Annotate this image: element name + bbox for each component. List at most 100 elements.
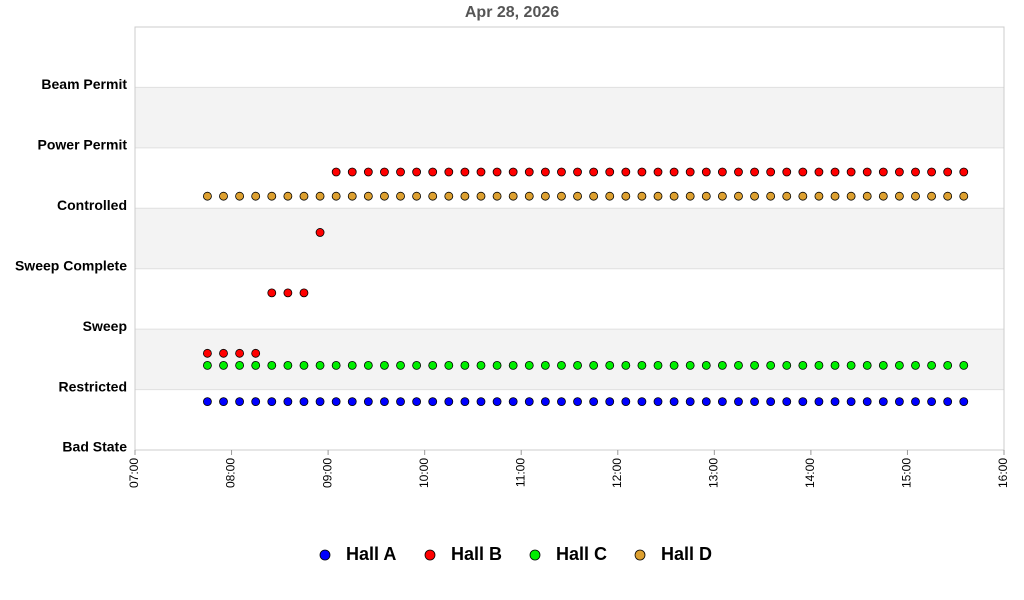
point bbox=[557, 167, 566, 177]
point bbox=[927, 191, 936, 201]
legend-marker bbox=[529, 549, 541, 561]
point bbox=[830, 360, 840, 370]
point bbox=[396, 191, 405, 201]
point bbox=[315, 360, 325, 370]
point bbox=[428, 397, 438, 407]
point bbox=[524, 397, 534, 407]
point bbox=[315, 228, 325, 237]
point bbox=[476, 360, 486, 370]
x-tick-label: 13:00 bbox=[707, 458, 721, 488]
point bbox=[653, 191, 663, 201]
point bbox=[283, 397, 293, 407]
point bbox=[557, 191, 566, 201]
point bbox=[460, 191, 470, 201]
point bbox=[524, 167, 534, 177]
point bbox=[524, 360, 534, 370]
point bbox=[476, 191, 486, 201]
point bbox=[814, 191, 824, 201]
point bbox=[669, 191, 679, 201]
point bbox=[315, 397, 325, 407]
point bbox=[878, 191, 888, 201]
point bbox=[750, 397, 759, 407]
point bbox=[219, 397, 228, 407]
point bbox=[878, 167, 888, 177]
point bbox=[380, 191, 389, 201]
point bbox=[685, 167, 695, 177]
point bbox=[267, 191, 277, 201]
point bbox=[347, 397, 357, 407]
point bbox=[943, 360, 953, 370]
point bbox=[653, 360, 663, 370]
point bbox=[911, 397, 920, 407]
point bbox=[911, 360, 920, 370]
point bbox=[476, 397, 486, 407]
point bbox=[734, 397, 743, 407]
point bbox=[203, 397, 212, 407]
point bbox=[943, 191, 953, 201]
grid-band bbox=[135, 208, 1004, 269]
point bbox=[380, 397, 389, 407]
point bbox=[428, 360, 438, 370]
point bbox=[235, 348, 245, 358]
point bbox=[750, 167, 759, 177]
point bbox=[798, 360, 808, 370]
point bbox=[943, 397, 953, 407]
point bbox=[798, 397, 808, 407]
legend-label: Hall D bbox=[661, 544, 712, 564]
point bbox=[782, 167, 792, 177]
x-tick-label: 12:00 bbox=[610, 458, 624, 488]
point bbox=[685, 397, 695, 407]
point bbox=[685, 191, 695, 201]
point bbox=[557, 360, 566, 370]
point bbox=[299, 191, 309, 201]
chart-title: Apr 28, 2026 bbox=[465, 4, 559, 21]
point bbox=[782, 397, 792, 407]
point bbox=[251, 348, 261, 358]
point bbox=[219, 348, 228, 358]
point bbox=[685, 360, 695, 370]
point bbox=[331, 191, 341, 201]
point bbox=[589, 360, 599, 370]
point bbox=[814, 167, 824, 177]
point bbox=[862, 397, 872, 407]
point bbox=[508, 167, 518, 177]
point bbox=[363, 360, 373, 370]
point bbox=[573, 360, 582, 370]
point bbox=[637, 191, 647, 201]
point bbox=[283, 191, 293, 201]
point bbox=[846, 360, 856, 370]
point bbox=[669, 360, 679, 370]
point bbox=[878, 397, 888, 407]
point bbox=[621, 397, 631, 407]
point bbox=[637, 397, 647, 407]
point bbox=[717, 397, 727, 407]
point bbox=[331, 397, 341, 407]
point bbox=[299, 288, 309, 298]
point bbox=[492, 397, 502, 407]
point bbox=[299, 397, 309, 407]
x-tick-label: 14:00 bbox=[803, 458, 817, 488]
point bbox=[412, 360, 422, 370]
point bbox=[701, 191, 711, 201]
point bbox=[734, 191, 743, 201]
point bbox=[894, 397, 904, 407]
point bbox=[637, 167, 647, 177]
point bbox=[267, 360, 277, 370]
point bbox=[460, 360, 470, 370]
point bbox=[814, 360, 824, 370]
point bbox=[492, 360, 502, 370]
point bbox=[363, 167, 373, 177]
point bbox=[911, 167, 920, 177]
point bbox=[396, 167, 405, 177]
point bbox=[927, 360, 936, 370]
point bbox=[766, 167, 776, 177]
point bbox=[203, 348, 212, 358]
point bbox=[540, 360, 550, 370]
point bbox=[862, 360, 872, 370]
legend-marker bbox=[424, 549, 436, 561]
point bbox=[959, 360, 969, 370]
point bbox=[605, 360, 615, 370]
point bbox=[589, 397, 599, 407]
point bbox=[621, 167, 631, 177]
point bbox=[653, 397, 663, 407]
